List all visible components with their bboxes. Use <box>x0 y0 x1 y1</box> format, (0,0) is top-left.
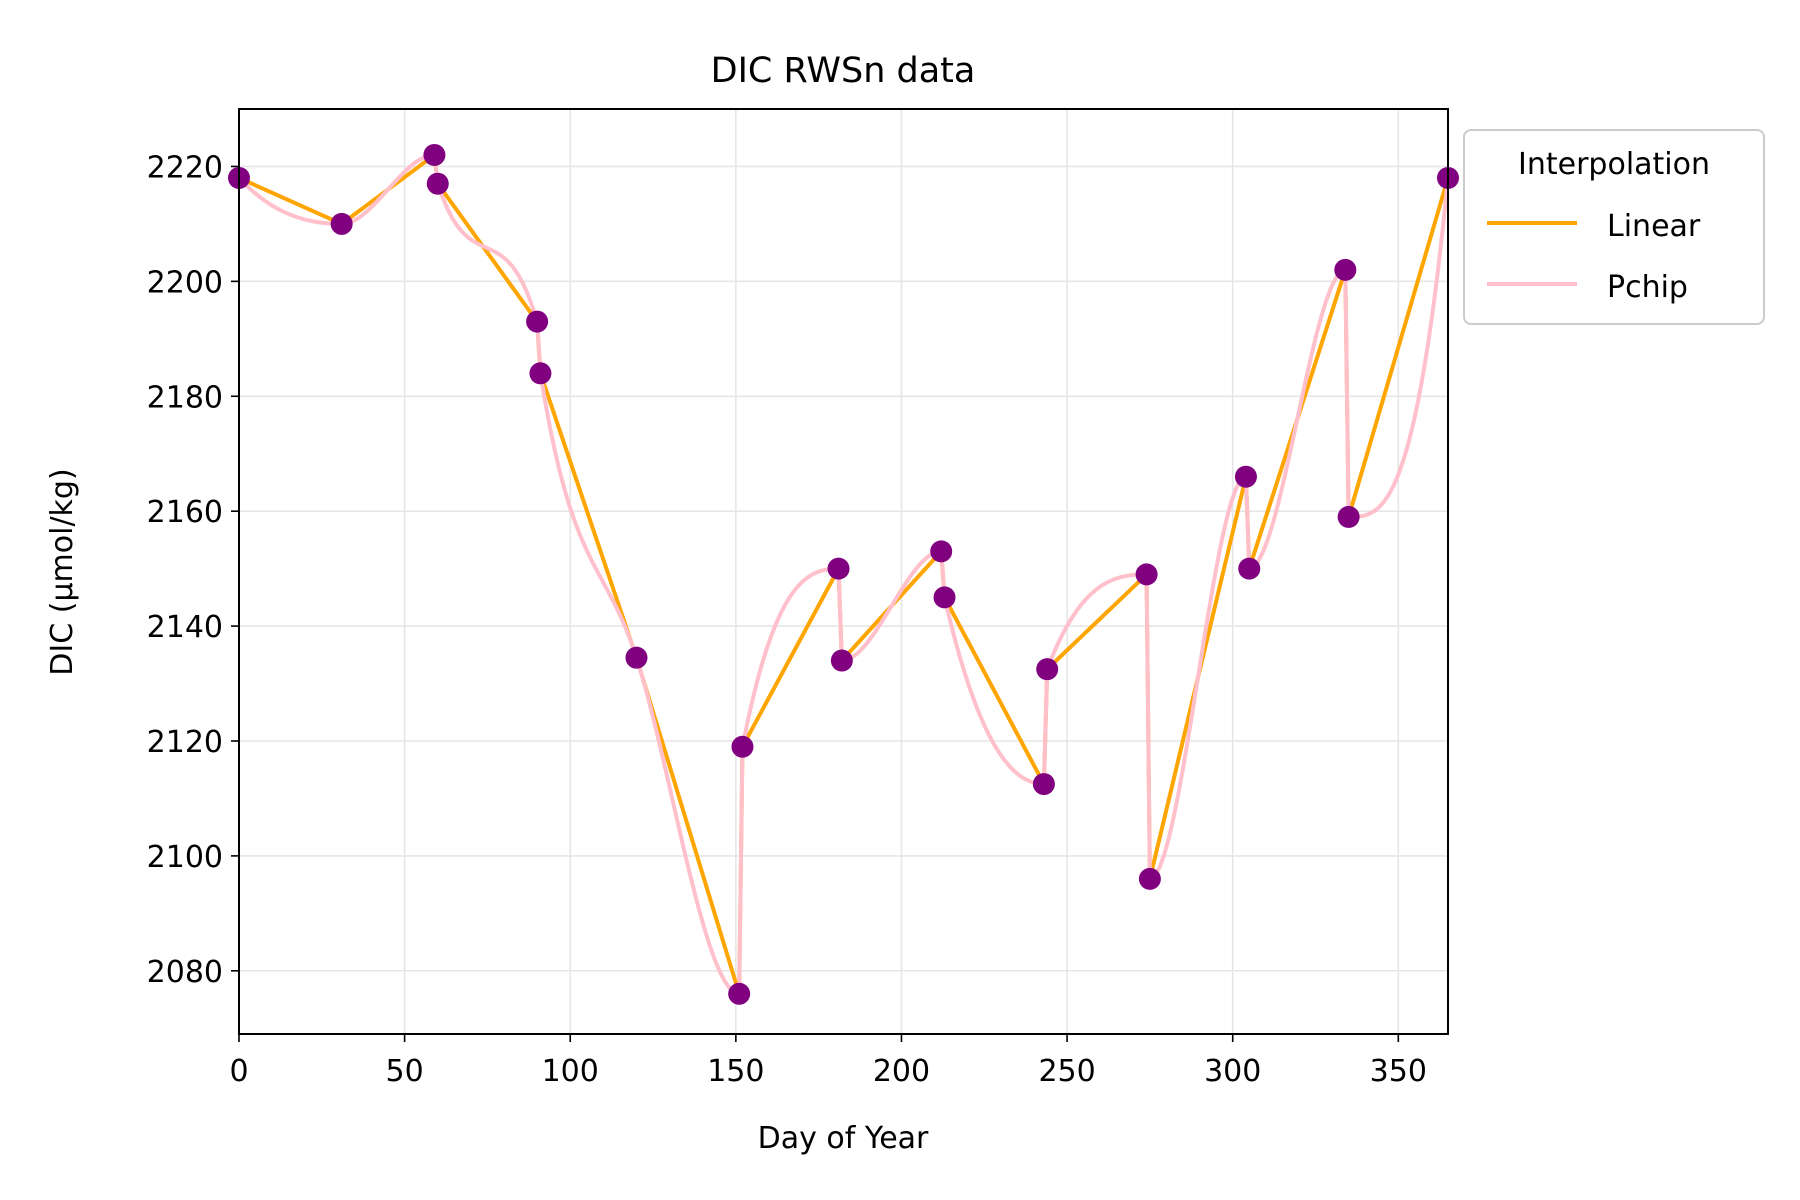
data-point <box>1036 658 1059 681</box>
data-points <box>228 143 1459 1005</box>
legend: Interpolation Linear Pchip <box>1463 129 1765 325</box>
y-axis-label: DIC (µmol/kg) <box>45 468 80 675</box>
data-point <box>830 649 853 672</box>
y-tick-label: 2180 <box>147 380 223 415</box>
y-tick-label: 2220 <box>147 150 223 185</box>
data-point <box>625 646 648 669</box>
data-point <box>827 557 850 580</box>
x-tick-label: 100 <box>542 1054 599 1089</box>
data-point <box>529 362 552 385</box>
legend-label-linear: Linear <box>1607 209 1701 244</box>
plot-frame <box>238 108 1449 1035</box>
y-axis-ticks: 2080 2100 2120 2140 2160 2180 2200 2220 <box>147 150 239 990</box>
data-point <box>728 982 751 1005</box>
x-axis-ticks: 0 50 100 150 200 250 300 350 <box>229 1034 1427 1089</box>
x-tick-label: 50 <box>386 1054 424 1089</box>
data-point <box>930 540 953 563</box>
data-point <box>1334 258 1357 281</box>
legend-frame <box>1463 129 1765 325</box>
x-tick-label: 250 <box>1038 1054 1095 1089</box>
x-tick-label: 200 <box>873 1054 930 1089</box>
data-point <box>1234 465 1257 488</box>
data-point <box>426 172 449 195</box>
x-tick-label: 0 <box>229 1054 248 1089</box>
y-tick-label: 2200 <box>147 265 223 300</box>
data-point <box>933 586 956 609</box>
data-point <box>1337 505 1360 528</box>
data-point <box>1135 563 1158 586</box>
data-point <box>1032 773 1055 796</box>
y-tick-label: 2080 <box>147 955 223 990</box>
data-point <box>526 310 549 333</box>
x-tick-label: 350 <box>1370 1054 1427 1089</box>
x-axis-label: Day of Year <box>758 1121 929 1156</box>
data-point <box>423 143 446 166</box>
data-point <box>731 735 754 758</box>
legend-label-pchip: Pchip <box>1607 270 1688 305</box>
legend-title: Interpolation <box>1518 147 1710 182</box>
x-tick-label: 150 <box>707 1054 764 1089</box>
y-tick-label: 2120 <box>147 725 223 760</box>
data-point <box>1138 867 1161 890</box>
x-tick-label: 300 <box>1204 1054 1261 1089</box>
y-tick-label: 2160 <box>147 495 223 530</box>
data-point <box>1238 557 1261 580</box>
chart-title: DIC RWSn data <box>711 51 976 91</box>
y-tick-label: 2140 <box>147 610 223 645</box>
data-point <box>330 212 353 235</box>
y-tick-label: 2100 <box>147 840 223 875</box>
